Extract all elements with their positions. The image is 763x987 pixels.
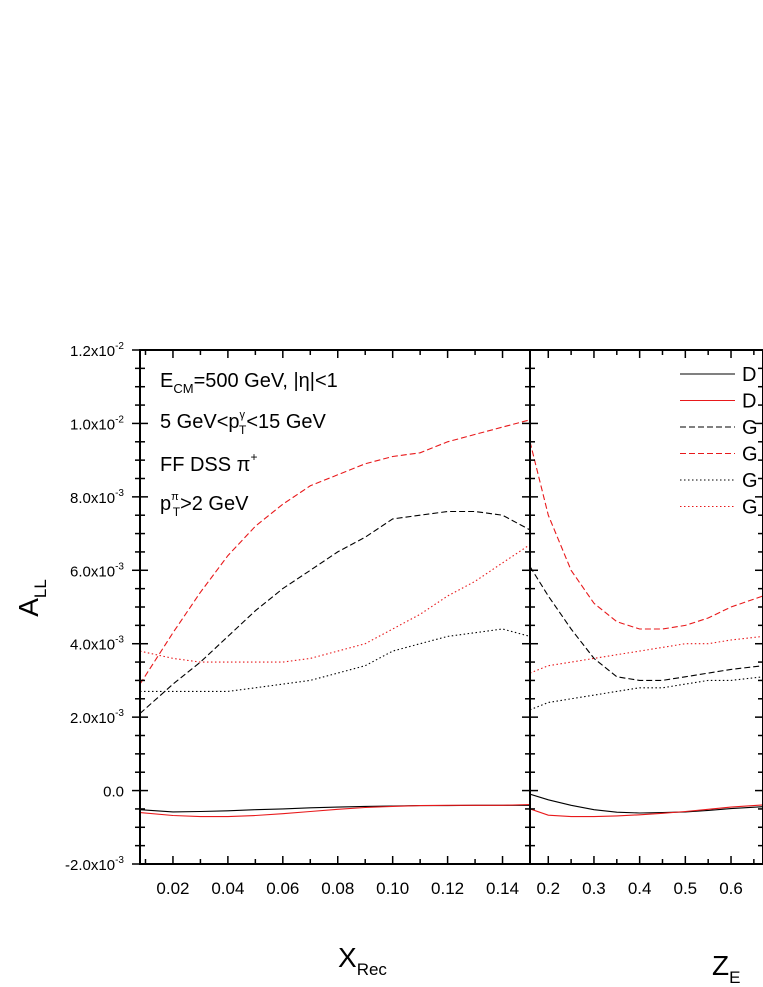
x-tick-label-p0: 0.14 — [486, 879, 519, 898]
x-axis-title-right-sub: E — [729, 968, 740, 987]
annotation-ff-sup: + — [250, 450, 257, 464]
annotation-pt-gamma-sup: γ — [240, 409, 246, 421]
legend-label: G — [742, 497, 758, 519]
left-panel: 0.02 0.04 0.06 0.08 0.10 0.12 0.14 -2.0x10-3 0.0… — [65, 341, 531, 898]
x-axis-title-right: ZE — [712, 950, 740, 987]
series-line-p1-0 — [530, 793, 763, 814]
series-line-p1-5 — [530, 635, 763, 674]
x-tick-label-p0: 0.12 — [431, 879, 464, 898]
x-tick-label-p0: 0.10 — [376, 879, 409, 898]
series-line-p1-3 — [530, 441, 763, 630]
annotation-pt-gamma-a: 5 GeV<p — [160, 411, 240, 433]
annotation-energy-sub: CM — [173, 381, 193, 396]
annotation-pt-gamma-sub: T — [239, 423, 247, 437]
legend-label: D — [742, 391, 756, 413]
annotation-energy-rest: =500 GeV, |η|<1 — [194, 370, 338, 392]
annotation-pt-pi-a: p — [160, 493, 171, 515]
annotation-energy: ECM=500 GeV, |η|<1 — [160, 370, 338, 396]
series-line-p0-5 — [140, 544, 530, 663]
annotation-ff: FF DSS π+ — [160, 450, 257, 476]
right-panel: 0.2 0.3 0.4 0.5 0.6 — [529, 349, 763, 898]
annotation-ff-a: FF DSS π — [160, 454, 250, 476]
y-axis-title: ALL — [13, 579, 50, 617]
y-tick-label: 4.0x10-3 — [70, 635, 124, 654]
annotation-pt-pi-sup: π — [171, 491, 179, 503]
series-line-p0-4 — [140, 628, 530, 692]
series-line-p1-2 — [530, 566, 763, 681]
series-line-p0-0 — [140, 804, 530, 813]
annotation-pt-gamma-b: <15 GeV — [246, 411, 326, 433]
annotation-pt-pi: pπ T>2 GeV — [160, 491, 249, 519]
annotation-pt-gamma: 5 GeV<pγ T<15 GeV — [160, 409, 327, 437]
series-line-p0-2 — [140, 510, 530, 714]
y-tick-label: 8.0x10-3 — [70, 488, 124, 507]
y-tick-label: -2.0x10-3 — [65, 855, 124, 874]
x-tick-label-p0: 0.02 — [156, 879, 189, 898]
y-tick-label: 1.2x10-2 — [70, 341, 124, 360]
x-axis-title-left-main: X — [338, 942, 357, 973]
x-tick-label-p1: 0.5 — [674, 879, 698, 898]
y-tick-label: 0.0 — [103, 784, 124, 801]
y-axis-title-main: A — [13, 598, 44, 617]
annotation-pt-pi-sub: T — [173, 505, 181, 519]
x-tick-label-p1: 0.3 — [582, 879, 606, 898]
legend-label: D — [742, 364, 756, 386]
series-line-p1-4 — [530, 676, 763, 711]
legend-label: G — [742, 444, 758, 466]
x-tick-label-p0: 0.04 — [211, 879, 244, 898]
x-tick-label-p0: 0.08 — [321, 879, 354, 898]
x-tick-label-p0: 0.06 — [266, 879, 299, 898]
y-tick-label: 2.0x10-3 — [70, 708, 124, 727]
x-tick-label-p1: 0.2 — [536, 879, 560, 898]
series-line-p0-1 — [140, 803, 530, 818]
series-line-p1-1 — [530, 804, 763, 818]
y-tick-label: 6.0x10-3 — [70, 561, 124, 580]
x-tick-label-p1: 0.6 — [719, 879, 743, 898]
legend-label: G — [742, 417, 758, 439]
y-tick-label: 1.0x10-2 — [70, 414, 124, 433]
x-axis-title-right-main: Z — [712, 950, 729, 981]
x-axis-title-left: XRec — [338, 942, 387, 979]
legend-label: G — [742, 470, 758, 492]
x-axis-title-left-sub: Rec — [357, 960, 388, 979]
x-tick-label-p1: 0.4 — [628, 879, 652, 898]
annotation-energy-e: E — [160, 370, 173, 392]
y-axis-title-sub: LL — [31, 579, 50, 598]
series-line-p0-3 — [140, 419, 530, 685]
annotation-pt-pi-b: >2 GeV — [180, 493, 249, 515]
